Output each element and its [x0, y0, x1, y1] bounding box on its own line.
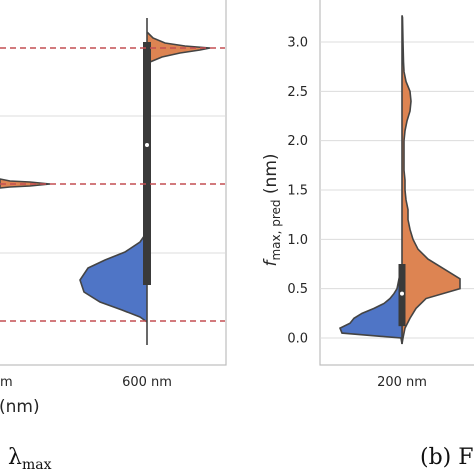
- right-x-tick-200nm: 200 nm: [377, 375, 427, 390]
- right-y-tick-label: 3.0: [287, 36, 308, 51]
- right-panel: 0.0 0.5 1.0 1.5 2.0 2.5 3.0 fmax, pred (nm) 20…: [261, 0, 474, 470]
- right-y-tick-label: 2.5: [287, 85, 308, 100]
- right-y-tick-label: 1.5: [287, 184, 308, 199]
- left-x-tick-partial: m: [0, 375, 13, 390]
- right-y-axis-label-subscript: max, pred: [269, 199, 283, 260]
- right-y-ticks: 0.0 0.5 1.0 1.5 2.0 2.5 3.0: [287, 36, 308, 347]
- right-caption-fragment: (b) F: [420, 445, 474, 470]
- right-y-tick-label: 0.0: [287, 332, 308, 347]
- violin-200nm-orange: [401, 15, 461, 345]
- right-y-axis-label-unit: (nm): [261, 153, 281, 199]
- right-y-tick-label: 0.5: [287, 282, 308, 297]
- right-y-tick-label: 2.0: [287, 134, 308, 149]
- median-600nm: [145, 143, 149, 147]
- left-panel: m 600 nm (nm) λmax: [0, 0, 227, 473]
- median-200nm: [400, 291, 404, 296]
- right-y-tick-label: 1.0: [287, 233, 308, 248]
- box-600nm: [143, 42, 151, 285]
- left-caption: λmax: [8, 445, 52, 473]
- left-x-tick-600nm: 600 nm: [122, 375, 172, 390]
- right-violin-200nm: [338, 15, 461, 345]
- left-caption-symbol: λ: [8, 445, 22, 470]
- left-caption-subscript: max: [22, 457, 52, 473]
- right-y-axis-label: fmax, pred (nm): [261, 153, 283, 266]
- right-gridlines: [320, 41, 474, 339]
- left-x-axis-label: (nm): [0, 397, 40, 417]
- right-y-axis-label-italic: f: [261, 258, 281, 267]
- violin-600nm-blue: [79, 229, 148, 345]
